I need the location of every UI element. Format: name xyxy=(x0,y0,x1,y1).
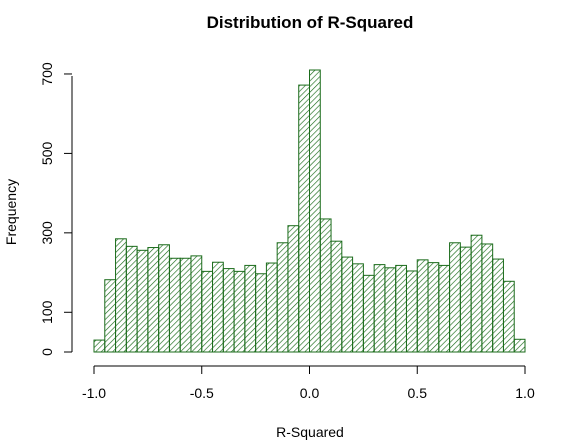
chart-title: Distribution of R-Squared xyxy=(207,13,414,32)
histogram-bar xyxy=(513,338,526,353)
histogram-bar xyxy=(384,267,397,353)
histogram-bar xyxy=(179,257,192,353)
histogram-bar xyxy=(168,257,181,353)
bars-group xyxy=(93,69,526,353)
y-axis-label: Frequency xyxy=(3,179,19,245)
histogram-bar xyxy=(201,270,214,353)
histogram-bar xyxy=(147,247,160,353)
histogram-bar xyxy=(362,274,375,353)
histogram-bar xyxy=(212,261,224,353)
histogram-bar xyxy=(395,264,407,353)
x-axis-label: R-Squared xyxy=(276,424,344,440)
histogram-bar xyxy=(373,264,386,353)
histogram-bar xyxy=(352,263,364,353)
histogram-bar xyxy=(449,242,461,353)
histogram-bar xyxy=(255,273,267,353)
histogram-bar xyxy=(481,243,494,353)
histogram-bar xyxy=(309,69,321,353)
x-tick-label: -1.0 xyxy=(82,385,106,401)
histogram-bar xyxy=(405,270,418,353)
y-tick-label: 700 xyxy=(39,62,55,86)
histogram-bar xyxy=(502,280,515,353)
histogram-bar xyxy=(233,270,246,353)
histogram-bar xyxy=(265,262,278,353)
histogram-bar xyxy=(93,339,106,353)
y-axis: 0 100 300 500 700 xyxy=(39,62,73,356)
y-tick-label: 0 xyxy=(39,348,55,356)
histogram-bar xyxy=(136,249,149,353)
histogram-bar xyxy=(125,245,138,353)
histogram-bar xyxy=(319,218,332,353)
y-tick-label: 500 xyxy=(39,142,55,166)
x-tick-label: 0.5 xyxy=(408,385,428,401)
histogram-bar xyxy=(416,259,429,353)
histogram-bar xyxy=(438,264,451,353)
histogram-bar xyxy=(276,242,289,353)
histogram-bar xyxy=(492,258,504,353)
histogram-bar xyxy=(222,268,235,353)
x-tick-label: -0.5 xyxy=(190,385,214,401)
histogram-bar xyxy=(158,244,170,353)
histogram-bar xyxy=(459,246,472,353)
y-tick-label: 100 xyxy=(39,300,55,324)
x-axis: -1.0 -0.5 0.0 0.5 1.0 xyxy=(82,365,535,401)
histogram-bar xyxy=(190,255,203,353)
histogram-bar xyxy=(287,225,300,353)
x-tick-label: 0.0 xyxy=(300,385,320,401)
histogram-bar xyxy=(298,84,311,353)
histogram-bar xyxy=(104,279,117,353)
histogram-bar xyxy=(470,234,483,353)
histogram-bar xyxy=(427,262,440,353)
histogram-bar xyxy=(330,240,343,353)
y-tick-label: 300 xyxy=(39,221,55,245)
histogram-bar xyxy=(244,264,257,353)
histogram-bar xyxy=(115,238,127,353)
histogram-bar xyxy=(341,256,354,353)
x-tick-label: 1.0 xyxy=(515,385,535,401)
